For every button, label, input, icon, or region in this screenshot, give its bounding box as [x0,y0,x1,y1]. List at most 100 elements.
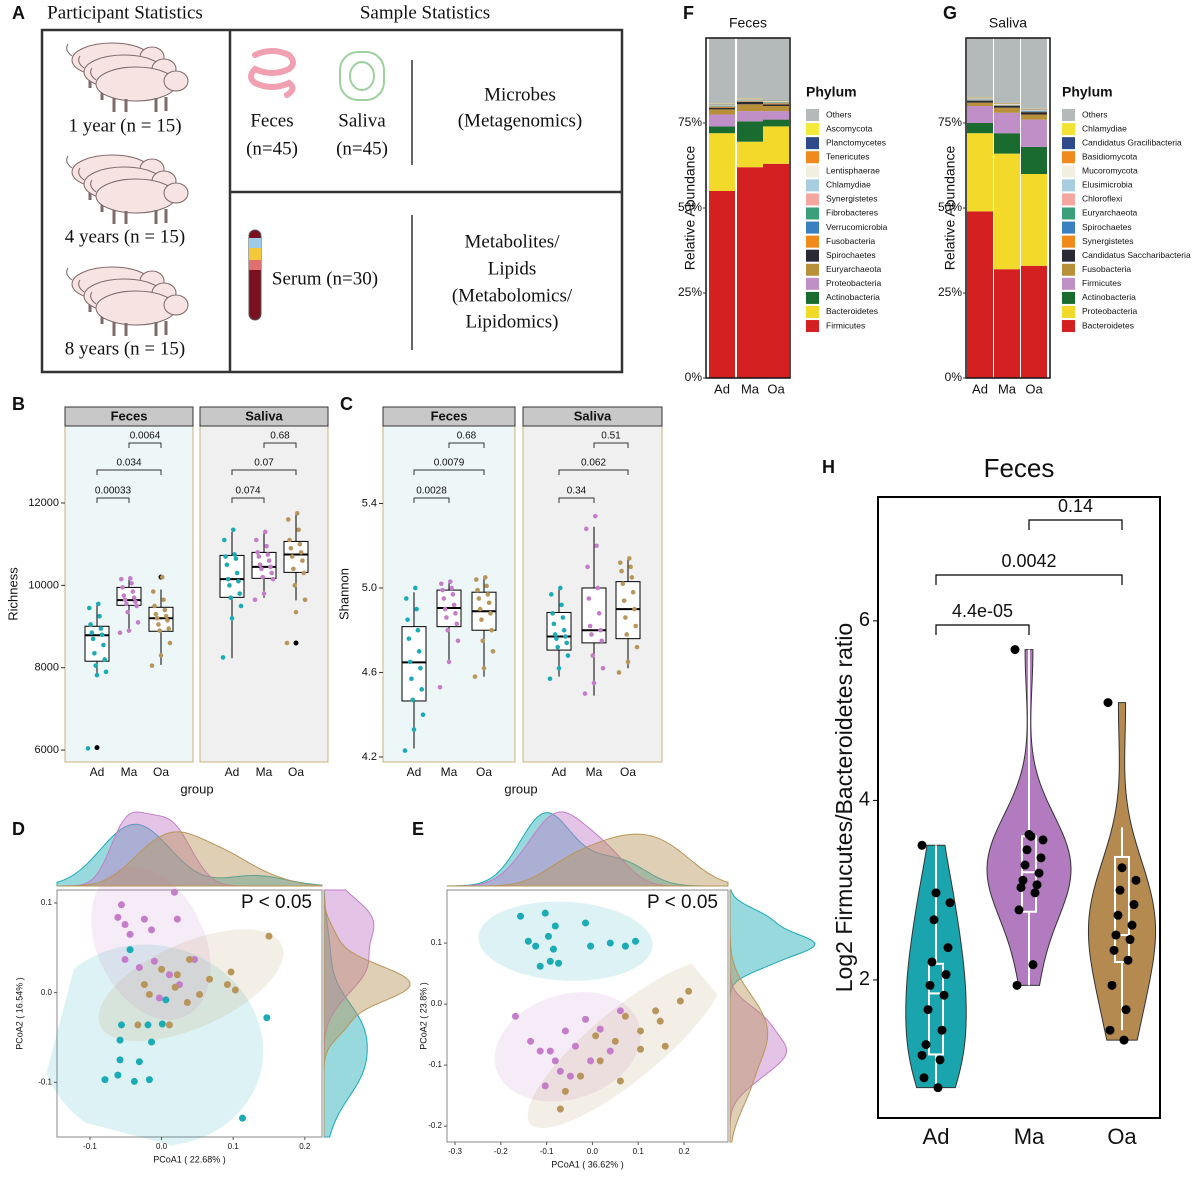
point [264,544,269,549]
facet-title: Feces [111,408,148,423]
p-value: 0.0064 [130,431,161,442]
point [268,565,273,570]
point [114,914,121,921]
legend-swatch [806,151,819,163]
point [488,611,493,616]
legend-label: Proteobacteria [826,278,882,288]
point [414,607,419,612]
p-value: 0.00033 [95,486,132,497]
point [442,596,447,601]
point [298,542,303,547]
y-tick-label: 10000 [28,579,59,591]
point [554,636,559,641]
point [550,946,557,953]
legend-swatch [806,222,819,234]
point [292,583,297,588]
point [1023,845,1032,854]
panel-label: A [12,3,25,23]
point [631,590,636,595]
point [482,666,487,671]
point [627,556,632,561]
y-axis-label: Richness [5,567,20,621]
x-tick-label: Ad [972,381,988,396]
point [922,1040,931,1049]
point [924,1005,933,1014]
point [597,1057,604,1064]
point [236,579,241,584]
bar-segment [737,167,763,378]
bar-segment [994,133,1020,153]
point [1124,956,1133,965]
p-value: 0.0079 [434,458,465,469]
legend-label: Others [826,109,852,119]
x-axis-label: PCoA1 ( 36.62% ) [551,1159,624,1169]
bar-segment [709,107,735,108]
x-tick-label: Ad [407,765,422,779]
point [936,1055,945,1064]
point [102,657,107,662]
p-value: 0.51 [601,431,621,442]
point [920,1073,929,1082]
point [258,562,263,567]
point [438,685,443,690]
bar-segment [709,126,735,133]
legend-swatch [1062,207,1075,219]
bar-segment [737,111,763,121]
x-tick-label: Oa [1025,381,1043,396]
point [623,615,628,620]
bar-segment [1021,266,1047,378]
point [1027,832,1036,841]
point [206,976,213,983]
point [133,600,138,605]
bar-segment [737,142,763,168]
bar-segment [709,115,735,127]
x-tick-label: Ma [256,765,273,779]
point [287,538,292,543]
point [136,620,141,625]
point [585,565,590,570]
x-tick-label: -0.2 [494,1147,508,1156]
point [475,588,480,593]
point [572,1043,579,1050]
point [588,624,593,629]
box [85,626,109,661]
point [259,567,264,572]
point [487,600,492,605]
x-tick-label: Ad [923,1124,950,1149]
point [612,1038,619,1045]
legend-label: Ascomycota [826,123,873,133]
bar-segment [763,106,789,111]
point [127,931,134,938]
x-tick-label: Ma [998,381,1017,396]
point [1011,645,1020,654]
x-tick-label: Ma [441,765,458,779]
point [454,622,459,627]
bar-segment [1021,112,1047,114]
legend-label: Chlamydiae [826,180,871,190]
point [594,543,599,548]
point [542,1082,549,1089]
point [239,604,244,609]
point [161,597,166,602]
point [291,567,296,572]
y-axis-label: Shannon [336,568,351,620]
point [1033,880,1042,889]
point [134,1021,141,1028]
y-axis-label: Relative Abundance [942,146,958,271]
x-tick-label: Oa [1107,1124,1137,1149]
point [562,1088,569,1095]
point [260,575,265,580]
point [657,1018,664,1025]
bar-segment [1021,147,1047,174]
point [618,560,623,565]
point [918,1051,927,1060]
omics-label: Lipidomics) [466,311,559,332]
point [630,575,635,580]
y-tick-label: 0.1 [431,938,443,947]
point [617,1077,624,1084]
bar-segment [967,38,993,98]
legend-label: Fusobacteria [1082,264,1131,274]
legend-label: Euryarchaeota [1082,208,1138,218]
point [162,996,169,1003]
point [300,558,305,563]
